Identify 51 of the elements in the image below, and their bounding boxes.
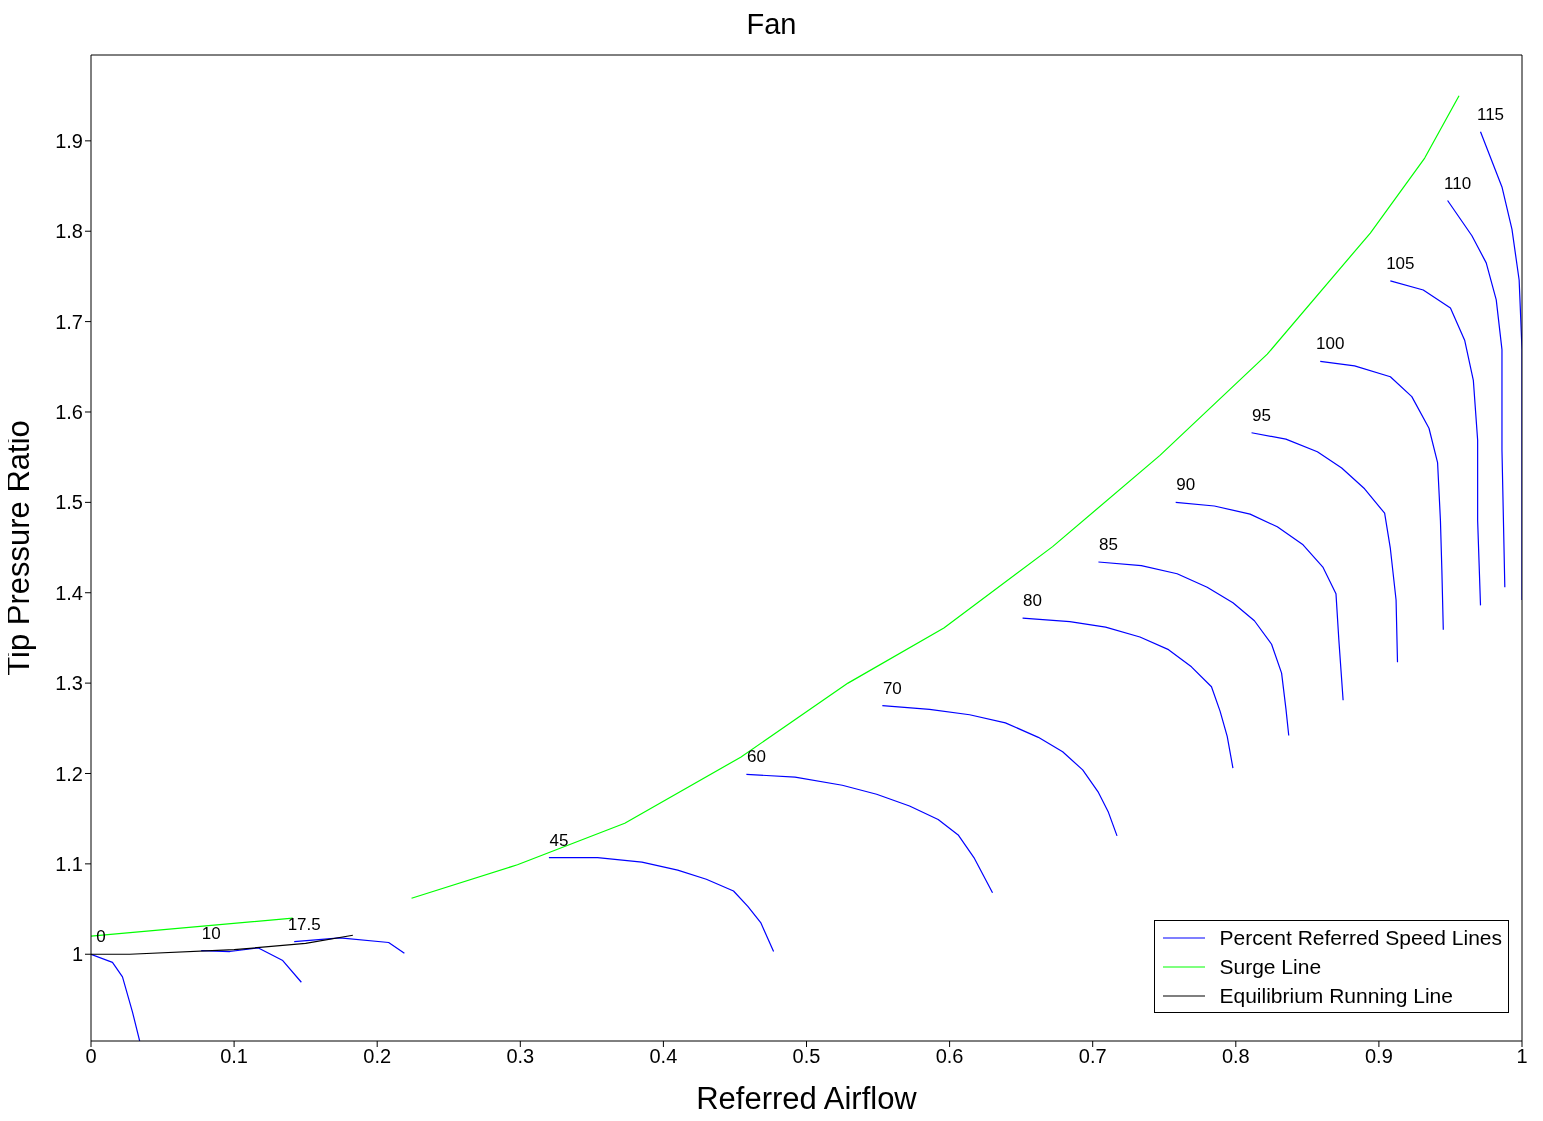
y-tick-label: 1.5 [55, 491, 83, 514]
line-series [293, 937, 405, 954]
line-series [548, 856, 775, 953]
x-tick-label: 0.4 [649, 1045, 678, 1068]
legend-label: Percent Referred Speed Lines [1219, 925, 1502, 950]
annotation: 17.5 [287, 914, 321, 934]
y-tick-label: 1.4 [55, 581, 83, 604]
x-tick-label: 0.1 [220, 1045, 249, 1068]
annotation: 90 [1176, 475, 1196, 495]
y-tick-label: 1.2 [55, 762, 83, 785]
y-tick-label: 1.7 [55, 310, 83, 333]
y-tick-label: 1.1 [55, 852, 83, 875]
line-series [1097, 561, 1290, 737]
x-axis-title: Referred Airflow [696, 1081, 918, 1116]
legend-label: Surge Line [1219, 954, 1322, 979]
chart-title: Fan [745, 8, 798, 42]
x-tick-label: 0.7 [1078, 1045, 1107, 1068]
x-tick-label: 0.2 [363, 1045, 392, 1068]
annotation: 105 [1386, 253, 1415, 273]
y-tick-label: 1.9 [55, 129, 83, 152]
annotation: 85 [1098, 535, 1118, 555]
line-series [1389, 280, 1482, 606]
line-series [1250, 432, 1399, 663]
line-series [881, 705, 1118, 837]
line-series [91, 953, 141, 1041]
annotation: 115 [1476, 104, 1505, 124]
annotation: 110 [1444, 173, 1472, 193]
line-series [1446, 199, 1506, 588]
y-tick-label: 1.6 [55, 401, 83, 424]
line-series [1319, 360, 1444, 631]
annotation: 10 [201, 923, 221, 943]
line-series [1175, 501, 1344, 701]
annotation: 70 [882, 678, 902, 698]
annotation: 60 [746, 747, 766, 767]
y-tick-label: 1.8 [55, 220, 83, 243]
y-tick-label: 1.3 [55, 672, 83, 695]
x-tick-label: 0.6 [935, 1045, 964, 1068]
annotation: 100 [1316, 334, 1345, 354]
annotation: 95 [1252, 405, 1271, 425]
x-tick-label: 0.5 [792, 1045, 821, 1068]
x-tick-label: 1 [1516, 1045, 1528, 1068]
legend-label: Equilibrium Running Line [1219, 983, 1453, 1008]
x-tick-label: 0.3 [506, 1045, 535, 1068]
line-series [1021, 617, 1234, 769]
x-tick-label: 0.8 [1221, 1045, 1250, 1068]
x-tick-label: 0.9 [1364, 1045, 1393, 1068]
x-tick-label: 0 [85, 1045, 97, 1068]
y-tick-label: 1 [71, 943, 83, 966]
annotation: 45 [549, 830, 569, 850]
annotation: 80 [1023, 591, 1043, 611]
line-series [745, 773, 994, 894]
